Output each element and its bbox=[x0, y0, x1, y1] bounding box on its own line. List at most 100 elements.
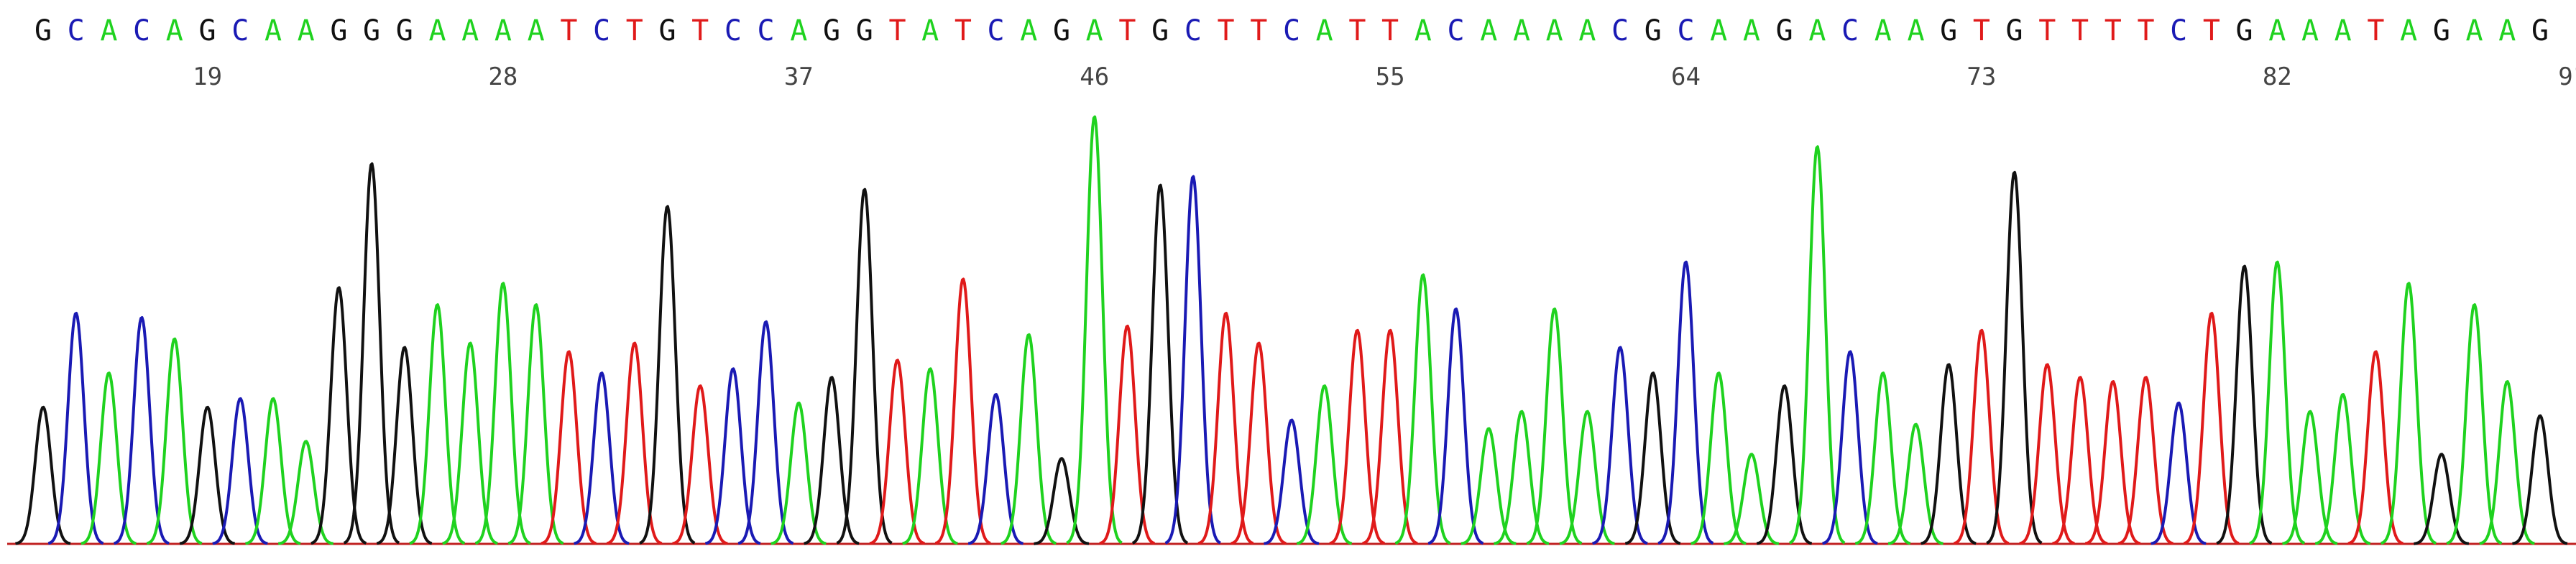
base-call-letter: G bbox=[363, 14, 380, 47]
trace-peak-C bbox=[704, 367, 761, 545]
trace-peak-T bbox=[606, 341, 663, 545]
trace-peak-T bbox=[2052, 376, 2108, 545]
trace-peak-G bbox=[179, 405, 236, 545]
base-call-letter: G bbox=[1776, 14, 1793, 47]
base-call-letter: G bbox=[2531, 14, 2549, 47]
position-label: 55 bbox=[1376, 63, 1405, 91]
base-call-letter: A bbox=[2498, 14, 2516, 47]
base-call-letter: C bbox=[133, 14, 150, 47]
trace-peak-G bbox=[15, 405, 71, 545]
base-call-letter: T bbox=[1973, 14, 1990, 47]
base-call-letter: G bbox=[2433, 14, 2450, 47]
trace-peak-T bbox=[2084, 380, 2141, 545]
base-call-letter: C bbox=[1184, 14, 1202, 47]
base-call-letter: G bbox=[2006, 14, 2023, 47]
trace-peak-T bbox=[1362, 328, 1418, 545]
position-label: 28 bbox=[488, 63, 518, 91]
base-call-letter: C bbox=[758, 14, 775, 47]
base-call-letter: A bbox=[1907, 14, 1924, 47]
base-call-letter: A bbox=[461, 14, 479, 47]
trace-peak-A bbox=[1460, 427, 1517, 545]
trace-peak-A bbox=[1723, 453, 1780, 545]
base-call-letter: A bbox=[2301, 14, 2319, 47]
trace-peak-C bbox=[574, 371, 630, 545]
base-call-letter: A bbox=[1480, 14, 1497, 47]
trace-peak-C bbox=[212, 397, 268, 545]
trace-peak-G bbox=[1131, 183, 1189, 545]
position-axis: 19 28 37 46 55 64 73 82 91 bbox=[193, 63, 2576, 91]
trace-peak-A bbox=[80, 371, 137, 545]
base-call-letter: G bbox=[34, 14, 52, 47]
base-call-letter: T bbox=[2071, 14, 2089, 47]
trace-peak-T bbox=[1099, 324, 1155, 545]
base-call-letter: G bbox=[396, 14, 413, 47]
trace-peak-T bbox=[1329, 328, 1385, 545]
trace-peak-T bbox=[540, 350, 597, 545]
position-label: 82 bbox=[2263, 63, 2292, 91]
base-call-letter: C bbox=[1448, 14, 1465, 47]
base-call-letter: A bbox=[298, 14, 315, 47]
trace-peak-G bbox=[376, 346, 433, 545]
trace-peak-C bbox=[1427, 308, 1484, 545]
base-call-letter: A bbox=[1513, 14, 1530, 47]
base-call-letter: A bbox=[1874, 14, 1892, 47]
trace-peak-A bbox=[902, 367, 958, 545]
base-call-letter: T bbox=[2203, 14, 2220, 47]
trace-peak-A bbox=[1066, 115, 1123, 545]
base-call-letter: A bbox=[2466, 14, 2483, 47]
base-call-letter: T bbox=[1348, 14, 1366, 47]
base-call-letter: C bbox=[68, 14, 85, 47]
trace-peak-G bbox=[310, 286, 367, 545]
position-label: 64 bbox=[1671, 63, 1701, 91]
base-call-letter: A bbox=[428, 14, 446, 47]
trace-peak-A bbox=[1854, 371, 1911, 545]
position-label: 37 bbox=[784, 63, 814, 91]
base-call-letter: T bbox=[626, 14, 643, 47]
base-call-letter: G bbox=[823, 14, 840, 47]
trace-peak-T bbox=[1230, 341, 1287, 545]
base-call-letter: A bbox=[1710, 14, 1727, 47]
trace-peak-G bbox=[1034, 457, 1090, 545]
base-call-letter: G bbox=[1940, 14, 1957, 47]
base-call-letter: T bbox=[1218, 14, 1235, 47]
trace-peak-C bbox=[1264, 418, 1320, 545]
trace-peak-T bbox=[2347, 350, 2404, 545]
trace-peak-G bbox=[2512, 414, 2568, 545]
chromatogram-traces bbox=[15, 115, 2568, 545]
trace-peak-A bbox=[2282, 410, 2338, 545]
trace-peak-A bbox=[1296, 384, 1353, 545]
base-call-letter: C bbox=[593, 14, 610, 47]
base-call-letter: A bbox=[494, 14, 512, 47]
trace-peak-T bbox=[1953, 328, 2010, 545]
trace-peak-C bbox=[1164, 175, 1221, 545]
trace-peak-T bbox=[2117, 376, 2174, 545]
base-call-letter: C bbox=[1611, 14, 1629, 47]
trace-peak-C bbox=[114, 316, 170, 545]
base-call-letter: C bbox=[1283, 14, 1300, 47]
trace-peak-A bbox=[442, 341, 498, 545]
position-label: 19 bbox=[193, 63, 222, 91]
trace-peak-A bbox=[770, 401, 827, 545]
base-call-letter: A bbox=[100, 14, 117, 47]
base-call-letter: G bbox=[856, 14, 873, 47]
trace-peak-A bbox=[2446, 303, 2503, 545]
base-call-letter: A bbox=[166, 14, 183, 47]
base-call-letter: G bbox=[330, 14, 347, 47]
base-call-letter: C bbox=[231, 14, 249, 47]
base-call-letter: T bbox=[1250, 14, 1267, 47]
trace-peak-T bbox=[1197, 312, 1254, 545]
base-call-letter: G bbox=[1644, 14, 1662, 47]
base-call-letter: A bbox=[1546, 14, 1563, 47]
trace-peak-G bbox=[1920, 363, 1977, 545]
base-call-letter: A bbox=[2268, 14, 2286, 47]
trace-peak-A bbox=[2249, 260, 2306, 545]
base-call-letter: A bbox=[1808, 14, 1826, 47]
trace-peak-G bbox=[1756, 384, 1813, 545]
trace-peak-C bbox=[1592, 346, 1648, 545]
position-label: 73 bbox=[1966, 63, 1996, 91]
base-call-letter: T bbox=[2137, 14, 2154, 47]
trace-peak-T bbox=[672, 384, 728, 545]
trace-peak-A bbox=[1559, 410, 1615, 545]
base-call-letter: A bbox=[1578, 14, 1596, 47]
